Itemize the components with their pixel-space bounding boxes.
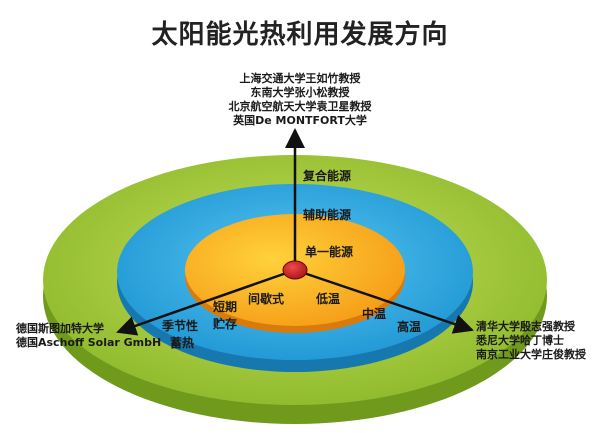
- right-references: 清华大学殷志强教授 悉尼大学哈丁博士 南京工业大学庄俊教授: [476, 320, 586, 362]
- left-reference-item: 德国Aschoff Solar GmbH: [16, 336, 162, 349]
- top-reference-item: 上海交通大学王如竹教授: [239, 72, 361, 85]
- top-reference-item: 英国De MONTFORT大学: [233, 114, 367, 127]
- right-reference-item: 清华大学殷志强教授: [476, 320, 575, 333]
- inner-ring-label: 单一能源: [305, 244, 353, 259]
- top-reference-item: 北京航空航天大学袁卫星教授: [228, 100, 372, 113]
- middle-ring-label: 辅助能源: [303, 207, 351, 222]
- left-outer-label-line2: 蓄热: [170, 335, 194, 350]
- right-reference-item: 南京工业大学庄俊教授: [476, 348, 586, 361]
- right-middle-label: 中温: [362, 306, 386, 321]
- right-reference-item: 悉尼大学哈丁博士: [476, 334, 564, 347]
- top-reference-item: 东南大学张小松教授: [250, 86, 350, 99]
- diagram-title: 太阳能光热利用发展方向: [151, 20, 449, 50]
- right-inner-label: 低温: [315, 291, 340, 306]
- left-middle-label-line2: 贮存: [212, 316, 237, 331]
- center-point: [282, 260, 308, 280]
- left-middle-label-line1: 短期: [213, 299, 237, 314]
- left-outer-label-line1: 季节性: [161, 318, 198, 333]
- right-axis-arrow: [294, 268, 474, 334]
- outer-ring-label: 复合能源: [302, 168, 351, 183]
- left-inner-label: 间歇式: [248, 291, 284, 306]
- top-references: 上海交通大学王如竹教授 东南大学张小松教授 北京航空航天大学袁卫星教授 英国De…: [200, 72, 400, 128]
- left-reference-item: 德国斯图加特大学: [16, 322, 104, 335]
- left-axis-arrow: [116, 268, 296, 336]
- left-references: 德国斯图加特大学 德国Aschoff Solar GmbH: [16, 322, 161, 350]
- right-outer-label: 高温: [397, 319, 421, 334]
